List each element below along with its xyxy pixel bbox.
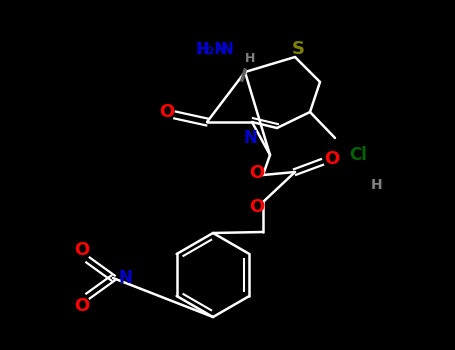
Text: N: N (243, 129, 257, 147)
Text: S: S (292, 40, 304, 58)
Text: O: O (74, 297, 90, 315)
Text: H: H (371, 178, 383, 192)
Text: H: H (245, 51, 255, 64)
Text: N: N (221, 42, 233, 57)
Text: O: O (159, 103, 175, 121)
Text: N: N (118, 269, 132, 287)
Text: H: H (197, 42, 209, 57)
Text: O: O (324, 150, 339, 168)
Text: H₂N: H₂N (196, 42, 228, 56)
Text: O: O (74, 241, 90, 259)
Text: O: O (249, 198, 265, 216)
Text: Cl: Cl (349, 146, 367, 164)
Text: O: O (249, 164, 265, 182)
Text: ₂: ₂ (215, 41, 221, 54)
